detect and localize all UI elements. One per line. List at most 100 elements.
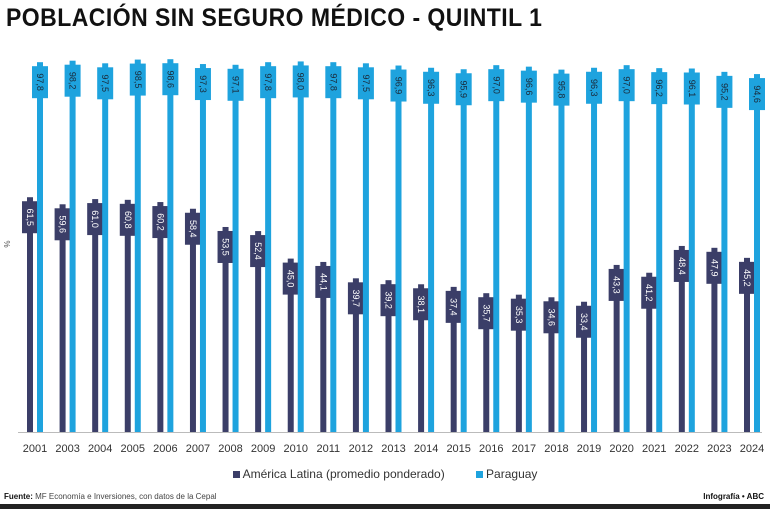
data-label-box <box>380 284 397 317</box>
data-label: 97,5 <box>361 75 371 93</box>
data-label-box <box>543 301 560 334</box>
bar-america-latina <box>255 237 262 432</box>
data-label-tab <box>678 245 685 251</box>
data-label-box <box>618 69 635 102</box>
data-label-box <box>673 249 690 282</box>
bar-paraguay <box>232 70 239 433</box>
bar-america-latina <box>450 292 457 432</box>
bar-america-latina <box>124 205 131 432</box>
x-tick-label: 2015 <box>446 443 470 455</box>
data-label: 61,0 <box>90 210 100 228</box>
x-tick-label: 2009 <box>251 443 275 455</box>
data-label-tab <box>711 247 718 253</box>
data-label-box <box>749 78 765 111</box>
data-label-tab <box>515 294 522 300</box>
data-label-tab <box>646 272 653 278</box>
data-label-tab <box>418 284 425 290</box>
data-label: 45,2 <box>742 269 752 287</box>
data-label-box <box>553 73 570 106</box>
bar-america-latina <box>418 290 425 432</box>
bar-paraguay <box>265 68 272 433</box>
bar-paraguay <box>199 70 206 432</box>
data-label: 97,8 <box>35 73 45 91</box>
bar-paraguay <box>69 66 76 433</box>
legend-item-paraguay: Paraguay <box>476 467 537 481</box>
legend-label: Paraguay <box>486 467 538 481</box>
data-label-box <box>184 212 201 245</box>
x-tick-label: 2003 <box>55 443 79 455</box>
data-label-box <box>227 68 244 101</box>
data-label-tab <box>581 301 588 307</box>
data-label-tab <box>591 67 598 73</box>
data-label: 98,0 <box>296 73 306 91</box>
data-label: 44,1 <box>318 273 328 291</box>
bar-america-latina <box>385 286 392 432</box>
data-label-tab <box>450 286 457 292</box>
data-label: 58,4 <box>188 220 198 238</box>
data-label-box <box>608 268 625 301</box>
data-label-tab <box>69 60 76 66</box>
data-label-tab <box>613 264 620 270</box>
data-label-box <box>87 203 104 236</box>
data-label-tab <box>754 74 760 80</box>
data-label-box <box>152 206 169 239</box>
data-label-box <box>390 69 407 102</box>
data-label-tab <box>189 208 196 214</box>
bar-america-latina <box>59 210 66 432</box>
data-label: 97,0 <box>491 76 501 94</box>
bar-paraguay <box>102 69 109 433</box>
source-label: Fuente: <box>4 492 33 501</box>
credit: Infografía • ABC <box>703 492 764 501</box>
x-tick-label: 2014 <box>414 443 438 455</box>
data-label: 98,5 <box>133 71 143 89</box>
data-label-box <box>445 290 462 323</box>
data-label: 95,2 <box>719 83 729 101</box>
data-label-box <box>315 265 332 298</box>
data-label-box <box>32 66 48 99</box>
data-label-tab <box>548 297 555 303</box>
data-label: 48,4 <box>677 257 687 275</box>
x-tick-label: 2011 <box>316 443 340 455</box>
data-label-tab <box>385 280 392 286</box>
data-label: 34,6 <box>546 309 556 327</box>
x-tick-label: 2010 <box>283 443 307 455</box>
data-label: 97,8 <box>328 73 338 91</box>
x-tick-label: 2013 <box>381 443 405 455</box>
bar-paraguay <box>558 75 565 433</box>
data-label: 95,8 <box>556 81 566 99</box>
legend-swatch <box>232 471 240 479</box>
data-label-tab <box>255 231 262 237</box>
data-label: 96,2 <box>654 79 664 97</box>
data-label-box <box>413 288 430 321</box>
data-label-box <box>586 71 603 104</box>
bar-america-latina <box>678 251 685 432</box>
data-label-box <box>292 65 309 98</box>
data-label: 61,5 <box>25 208 35 226</box>
data-label-tab <box>297 61 304 67</box>
data-label-box <box>282 262 299 295</box>
data-label-box <box>683 72 700 105</box>
data-label-tab <box>92 199 99 205</box>
x-tick-label: 2019 <box>577 443 601 455</box>
x-tick-label: 2020 <box>609 443 633 455</box>
x-tick-label: 2021 <box>642 443 666 455</box>
data-label: 38,1 <box>416 296 426 314</box>
data-label-box <box>716 75 733 108</box>
y-axis-label: % <box>3 240 12 247</box>
data-label: 94,6 <box>752 85 762 103</box>
bar-america-latina <box>27 203 33 432</box>
source-text: MF Economía e Inversiones, con datos de … <box>35 492 217 501</box>
data-label: 35,7 <box>481 304 491 322</box>
data-label: 97,5 <box>100 75 110 93</box>
data-label-box <box>576 305 593 338</box>
data-label-tab <box>265 62 272 68</box>
bar-paraguay <box>134 65 141 432</box>
data-label-tab <box>352 278 359 284</box>
data-label: 96,9 <box>394 77 404 95</box>
bar-america-latina <box>646 278 653 432</box>
data-label-box <box>455 73 472 106</box>
data-label: 95,9 <box>459 80 469 98</box>
data-label: 43,3 <box>612 276 622 294</box>
data-label-tab <box>525 66 532 72</box>
data-label-box <box>478 297 495 330</box>
